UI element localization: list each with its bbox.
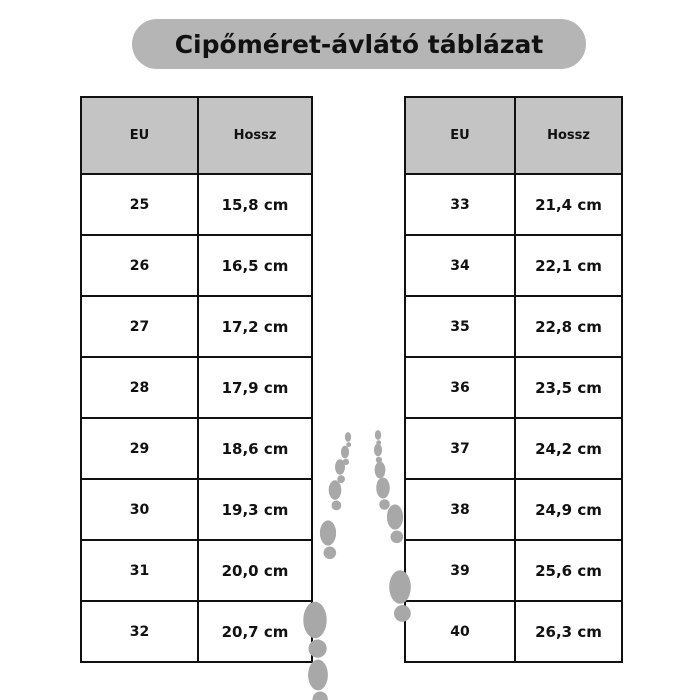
foot-length: 22,1 cm (514, 234, 623, 297)
size-table-left: EU Hossz 25 15,8 cm 26 16,5 cm 27 17,2 cm 28 17… (80, 96, 313, 663)
table-row: 28 17,9 cm (80, 356, 313, 419)
eu-size: 36 (404, 356, 516, 419)
footprint-icon (374, 430, 382, 446)
foot-length: 18,6 cm (197, 417, 313, 480)
table-row: 32 20,7 cm (80, 600, 313, 663)
table-row: 25 15,8 cm (80, 173, 313, 236)
eu-size: 39 (404, 539, 516, 602)
foot-length: 20,0 cm (197, 539, 313, 602)
footprint-icon (335, 459, 345, 483)
table-header-row: EU Hossz (80, 96, 313, 175)
footprint-icon (376, 477, 390, 510)
table-row: 34 22,1 cm (404, 234, 623, 297)
eu-size: 26 (80, 234, 199, 297)
foot-length: 16,5 cm (197, 234, 313, 297)
table-row: 37 24,2 cm (404, 417, 623, 480)
foot-length: 22,8 cm (514, 295, 623, 358)
foot-length: 19,3 cm (197, 478, 313, 541)
footprint-icon (308, 659, 328, 700)
table-row: 30 19,3 cm (80, 478, 313, 541)
footprint-icon (344, 432, 352, 448)
foot-length: 23,5 cm (514, 356, 623, 419)
eu-size: 37 (404, 417, 516, 480)
eu-size: 25 (80, 173, 199, 236)
footprint-icon (386, 504, 404, 544)
eu-size: 34 (404, 234, 516, 297)
eu-size: 38 (404, 478, 516, 541)
size-table-right: EU Hossz 33 21,4 cm 34 22,1 cm 35 22,8 cm 36 23… (404, 96, 623, 663)
table-header-row: EU Hossz (404, 96, 623, 175)
eu-size: 35 (404, 295, 516, 358)
foot-length: 24,2 cm (514, 417, 623, 480)
eu-size: 29 (80, 417, 199, 480)
table-row: 36 23,5 cm (404, 356, 623, 419)
table-row: 39 25,6 cm (404, 539, 623, 602)
eu-size: 33 (404, 173, 516, 236)
eu-size: 40 (404, 600, 516, 663)
foot-length: 21,4 cm (514, 173, 623, 236)
foot-length: 24,9 cm (514, 478, 623, 541)
table-row: 40 26,3 cm (404, 600, 623, 663)
footprint-icon (328, 480, 342, 511)
footprint-icon (374, 461, 386, 488)
eu-size: 28 (80, 356, 199, 419)
table-row: 35 22,8 cm (404, 295, 623, 358)
table-row: 26 16,5 cm (80, 234, 313, 297)
table-row: 29 18,6 cm (80, 417, 313, 480)
eu-size: 27 (80, 295, 199, 358)
header-eu: EU (80, 96, 199, 175)
footprint-icon (340, 445, 350, 466)
table-row: 27 17,2 cm (80, 295, 313, 358)
table-row: 38 24,9 cm (404, 478, 623, 541)
foot-length: 20,7 cm (197, 600, 313, 663)
eu-size: 30 (80, 478, 199, 541)
foot-length: 17,9 cm (197, 356, 313, 419)
foot-length: 17,2 cm (197, 295, 313, 358)
page-title: Cipőméret-ávlátó táblázat (132, 19, 586, 69)
footprint-icon (319, 520, 337, 560)
eu-size: 32 (80, 600, 199, 663)
foot-length: 15,8 cm (197, 173, 313, 236)
eu-size: 31 (80, 539, 199, 602)
foot-length: 25,6 cm (514, 539, 623, 602)
header-eu: EU (404, 96, 516, 175)
foot-length: 26,3 cm (514, 600, 623, 663)
table-row: 33 21,4 cm (404, 173, 623, 236)
header-length: Hossz (197, 96, 313, 175)
table-row: 31 20,0 cm (80, 539, 313, 602)
header-length: Hossz (514, 96, 623, 175)
footprint-icon (373, 443, 383, 464)
